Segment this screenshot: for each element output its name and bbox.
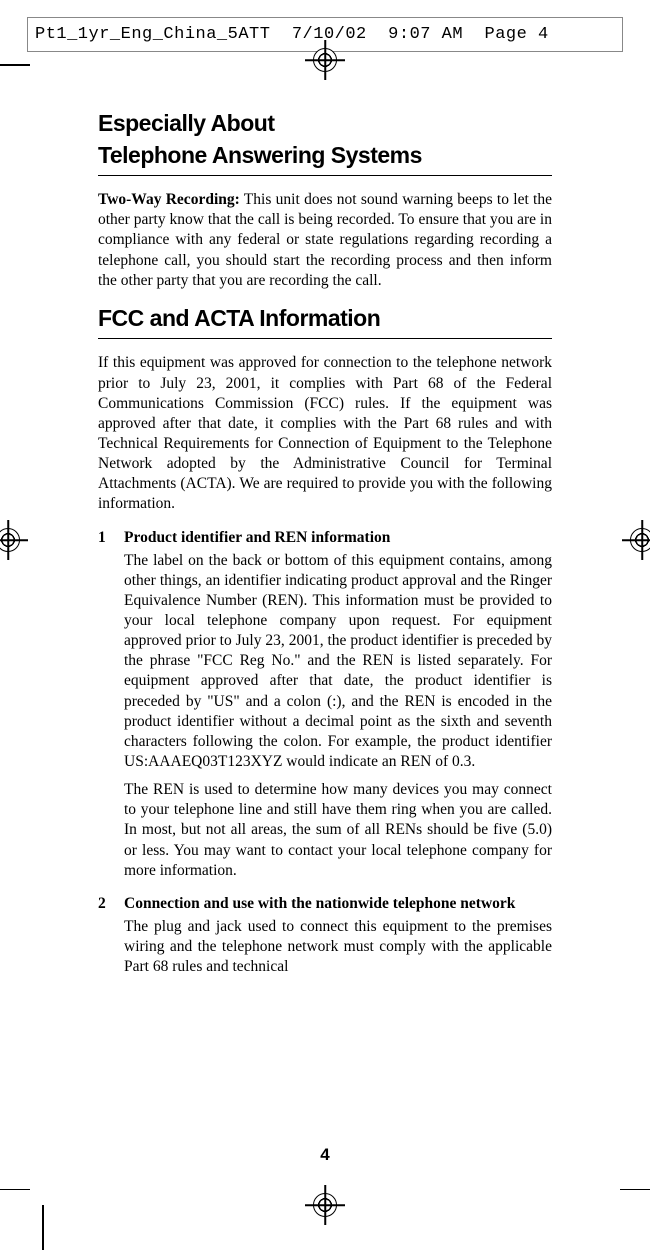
list-item: 1 Product identifier and REN information… — [98, 529, 552, 889]
list-item-title: Connection and use with the nationwide t… — [124, 895, 552, 913]
fcc-intro-paragraph: If this equipment was approved for conne… — [98, 353, 552, 514]
list-number: 2 — [98, 895, 124, 985]
paragraph-bold-lead: Two-Way Recording: — [98, 191, 240, 208]
crop-mark-icon — [0, 1189, 30, 1191]
page-number: 4 — [320, 1145, 329, 1165]
registration-mark-icon — [305, 1185, 345, 1225]
list-item: 2 Connection and use with the nationwide… — [98, 895, 552, 985]
two-way-recording-paragraph: Two-Way Recording: This unit does not so… — [98, 190, 552, 291]
list-content: Product identifier and REN information T… — [124, 529, 552, 889]
crop-mark-icon — [42, 1205, 44, 1250]
header-filename: Pt1_1yr_Eng_China_5ATT — [35, 25, 270, 44]
crop-mark-icon — [0, 64, 30, 66]
list-item-body: The REN is used to determine how many de… — [124, 780, 552, 881]
header-page: Page 4 — [485, 25, 549, 44]
registration-mark-icon — [305, 40, 345, 80]
crop-mark-icon — [620, 1189, 650, 1191]
list-number: 1 — [98, 529, 124, 889]
section-heading-line2: Telephone Answering Systems — [98, 142, 552, 170]
list-item-body: The label on the back or bottom of this … — [124, 551, 552, 773]
registration-mark-icon — [0, 520, 28, 560]
registration-mark-icon — [622, 520, 650, 560]
list-item-body: The plug and jack used to connect this e… — [124, 917, 552, 977]
section-heading-fcc: FCC and ACTA Information — [98, 305, 552, 333]
document-content: Especially About Telephone Answering Sys… — [98, 110, 552, 991]
header-time: 9:07 AM — [388, 25, 463, 44]
list-item-title: Product identifier and REN information — [124, 529, 552, 547]
section-heading-line1: Especially About — [98, 110, 552, 138]
heading-underline — [98, 175, 552, 176]
list-content: Connection and use with the nationwide t… — [124, 895, 552, 985]
heading-underline — [98, 338, 552, 339]
